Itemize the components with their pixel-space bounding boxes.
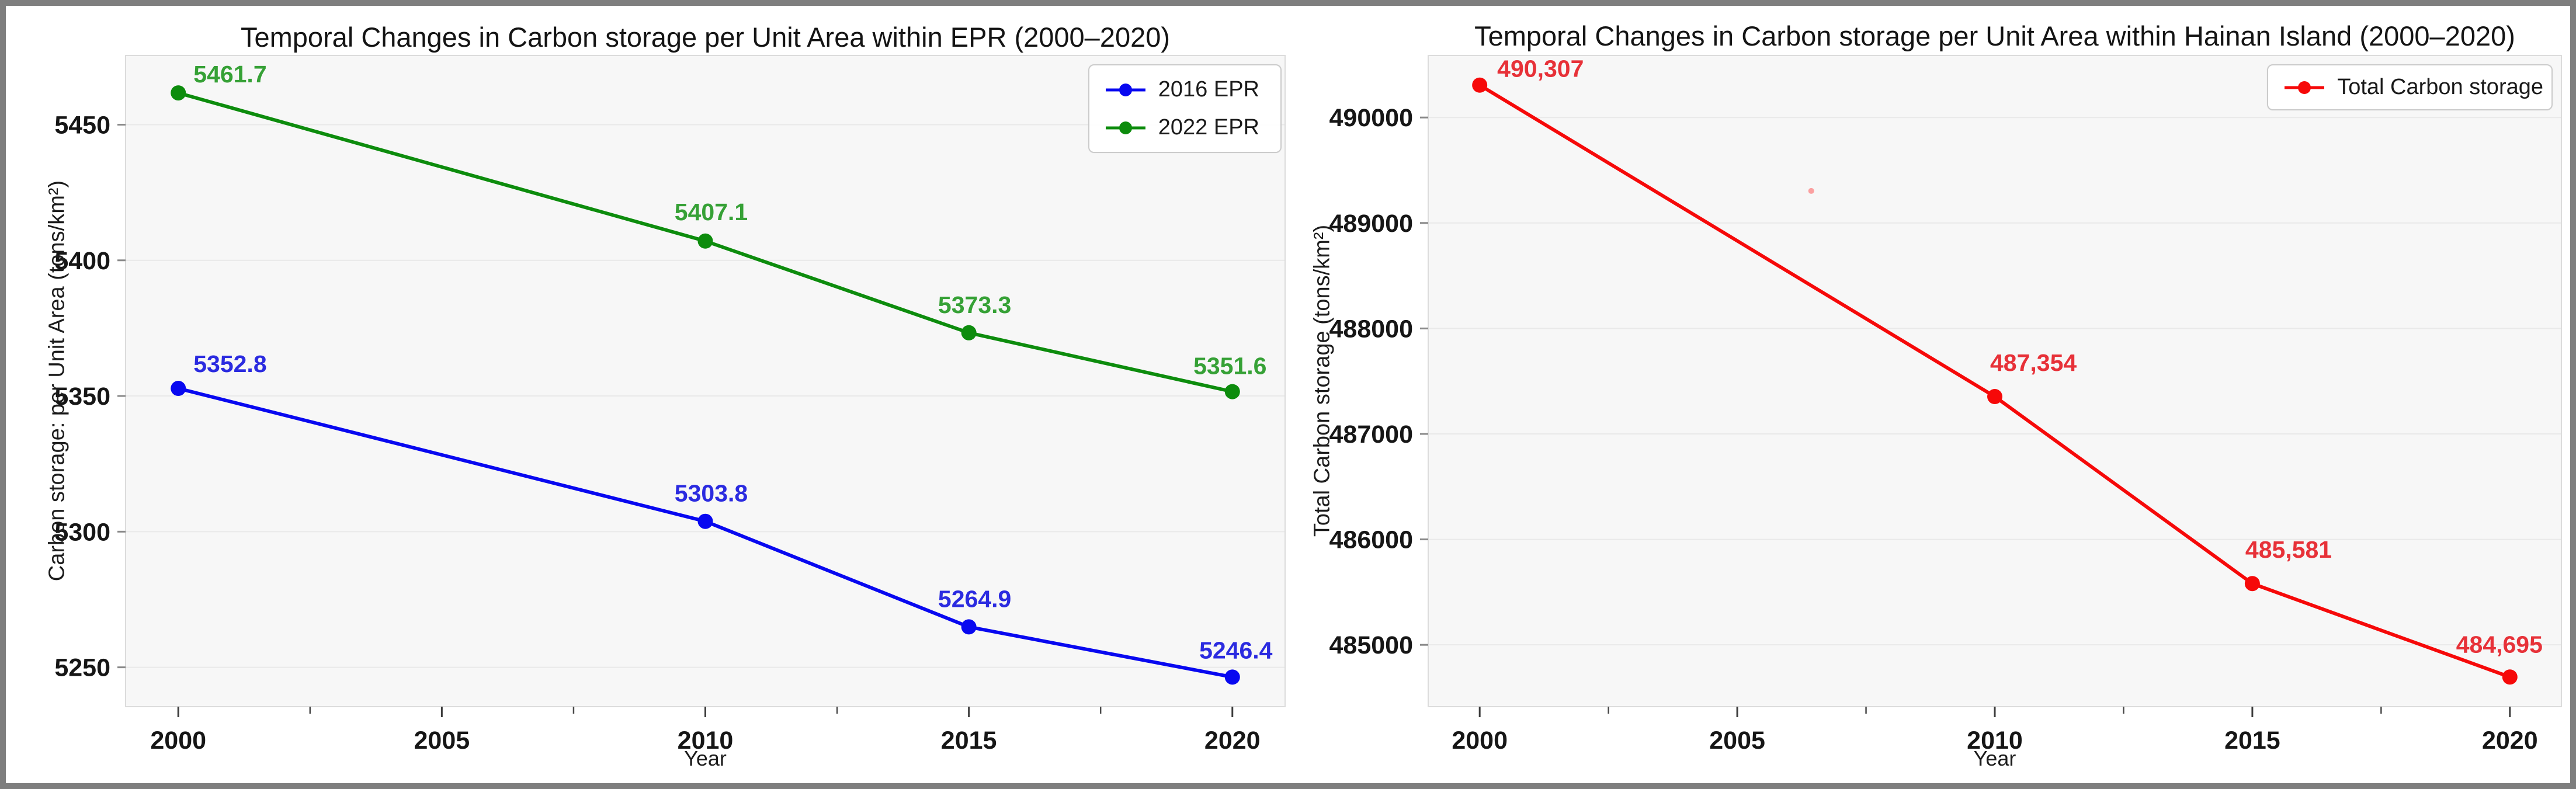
data-point [171,381,186,397]
chart-hainan-figure: 485000 486000 487000 488000 489000 490000 2000… [1291,6,2570,783]
plot-area: 485000 486000 487000 488000 489000 490000 2000… [1329,55,2562,755]
series-line [1478,83,2512,679]
data-point-label: 5264.9 [938,585,1011,612]
legend: 2016 EPR 2022 EPR [1088,64,1282,153]
legend-line-marker-icon [1105,121,1145,134]
y-tick-label: 485000 [1329,631,1414,659]
stray-dot [1808,187,1814,194]
legend-item: 2016 EPR [1105,77,1259,102]
x-tick-label: 2000 [150,727,206,755]
data-point [697,513,713,529]
legend-line-marker-icon [2285,81,2325,94]
data-point-label: 485,581 [2245,536,2332,563]
y-axis-label: Carbon storage: per Unit Area (tons/km²) [44,180,70,582]
series-line [176,91,1234,394]
y-tick-label: 486000 [1329,526,1414,554]
legend-item: Total Carbon storage [2283,75,2543,100]
legend-label: 2022 EPR [1158,115,1259,140]
legend: Total Carbon storage [2267,64,2553,110]
x-tick-label: 2015 [941,727,997,755]
y-tick-label: 5350 [54,383,110,411]
y-tick-label: 489000 [1329,210,1414,238]
data-point [697,233,713,249]
data-point [1472,77,1488,93]
x-tick-label: 2000 [1452,727,1508,755]
data-point-label: 490,307 [1497,55,1584,82]
data-point-label: 5246.4 [1199,637,1273,663]
legend-line-marker-icon [1105,83,1145,96]
data-point-label: 5461.7 [193,61,266,88]
y-axis-label: Total Carbon storage (tons/km²) [1310,224,1335,537]
y-tick-label: 5450 [54,111,110,139]
legend-label: 2016 EPR [1158,77,1259,102]
series-line [176,387,1234,679]
data-point [1224,384,1240,399]
data-point-label: 5351.6 [1193,353,1266,380]
x-tick-label: 2015 [2224,727,2280,755]
chart-title: Temporal Changes in Carbon storage per U… [240,22,1171,53]
x-tick-label: 2005 [1709,727,1765,755]
plot-background [126,55,1285,707]
data-point-label: 484,695 [2456,631,2543,658]
data-point [171,85,186,101]
y-tick-label: 5250 [54,654,110,682]
series-total-carbon-storage: 490,307 487,354 485,581 484,695 [1472,55,2543,685]
plot-area: 5250 5300 5350 5400 5450 2000 2005 2010 2015 2020… [54,55,1286,755]
series-2022-epr: 5461.7 5407.1 5373.3 5351.6 [171,61,1266,399]
data-point [1224,669,1240,685]
data-point-label: 5373.3 [938,291,1011,318]
gridlines [126,124,1285,668]
x-tick-label: 2010 [1967,727,2023,755]
legend-item: 2022 EPR [1105,115,1259,140]
data-point-label: 487,354 [1990,349,2077,376]
legend-label: Total Carbon storage [2337,75,2543,99]
series-2016-epr: 5352.8 5303.8 5264.9 5246.4 [171,350,1273,685]
data-point-label: 5303.8 [675,480,748,507]
y-tick-label: 5400 [54,247,110,275]
x-tick-label: 2005 [414,727,470,755]
x-axis-ticks: 2000 2005 2010 2015 2020 [1452,707,2538,755]
chart-title: Temporal Changes in Carbon storage per U… [1474,20,2515,51]
data-point [2502,669,2518,685]
y-tick-label: 487000 [1329,420,1414,449]
x-axis-label: Year [1973,746,2016,770]
data-point [2244,576,2260,592]
data-point-label: 5407.1 [675,199,748,225]
gridlines [1428,117,2561,646]
y-tick-label: 490000 [1329,104,1414,132]
data-point [961,325,977,340]
y-tick-label: 5300 [54,518,110,546]
x-axis-label: Year [684,746,727,770]
data-point [1987,389,2002,405]
y-axis-ticks: 5250 5300 5350 5400 5450 [54,111,126,682]
x-tick-label: 2020 [1204,727,1261,755]
x-tick-label: 2010 [678,727,734,755]
x-tick-label: 2020 [2482,727,2538,755]
data-point-label: 5352.8 [193,350,266,377]
y-axis-ticks: 485000 486000 487000 488000 489000 490000 [1329,104,1428,659]
chart-epr-figure: 5250 5300 5350 5400 5450 2000 2005 2010 2015 2020… [6,6,1291,783]
data-point [961,619,977,635]
plot-background [1428,55,2561,707]
x-axis-ticks: 2000 2005 2010 2015 2020 [150,707,1261,755]
y-tick-label: 488000 [1329,315,1414,343]
